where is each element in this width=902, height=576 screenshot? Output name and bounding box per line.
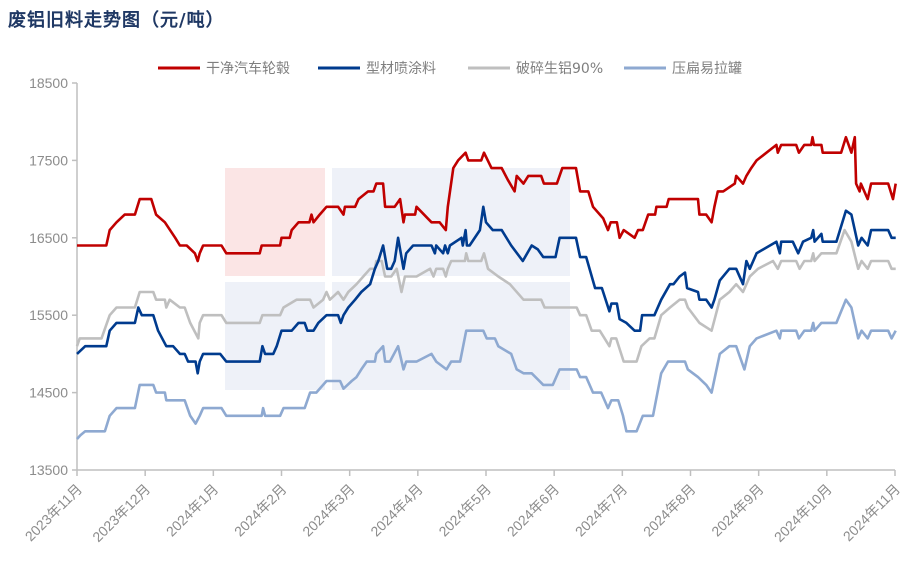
series-line-压扁易拉罐: [76, 298, 897, 440]
legend-label: 破碎生铝90%: [516, 61, 603, 77]
y-tick-label: 18500: [29, 75, 68, 91]
watermark-box: [225, 282, 325, 390]
x-tick-label: 2023年11月: [22, 481, 85, 544]
x-tick-label: 2023年12月: [89, 481, 153, 545]
series-line-破碎生铝90%: [75, 228, 896, 363]
y-tick-label: 13500: [29, 462, 68, 478]
y-tick-label: 17500: [29, 152, 68, 168]
series-line-型材喷涂料: [76, 205, 896, 375]
legend-label: 压扁易拉罐: [672, 61, 742, 77]
x-tick-label: 2024年7月: [572, 481, 631, 540]
x-tick-label: 2024年6月: [504, 481, 563, 540]
legend-label: 型材喷涂料: [366, 61, 436, 77]
y-tick-label: 15500: [29, 307, 68, 323]
legend-label: 干净汽车轮毂: [206, 60, 290, 77]
x-tick-label: 2024年2月: [231, 481, 290, 540]
x-tick-label: 2024年11月: [840, 481, 902, 544]
x-tick-label: 2024年4月: [367, 481, 426, 540]
watermark-box: [332, 282, 570, 390]
chart-title: 废铝旧料走势图（元/吨）: [8, 10, 225, 31]
series-lines: [75, 135, 897, 440]
legend: 干净汽车轮毂 型材喷涂料 破碎生铝90% 压扁易拉罐: [158, 60, 742, 77]
x-tick-label: 2024年8月: [640, 481, 699, 540]
x-tick-label: 2024年1月: [163, 481, 222, 540]
y-tick-label: 14500: [29, 385, 68, 401]
x-tick-label: 2024年10月: [771, 481, 835, 545]
series-line-干净汽车轮毂: [77, 135, 897, 263]
x-tick-label: 2024年3月: [299, 481, 358, 540]
x-tick-label: 2024年5月: [435, 481, 494, 540]
y-tick-label: 16500: [29, 230, 68, 246]
x-tick-label: 2024年9月: [708, 481, 767, 540]
